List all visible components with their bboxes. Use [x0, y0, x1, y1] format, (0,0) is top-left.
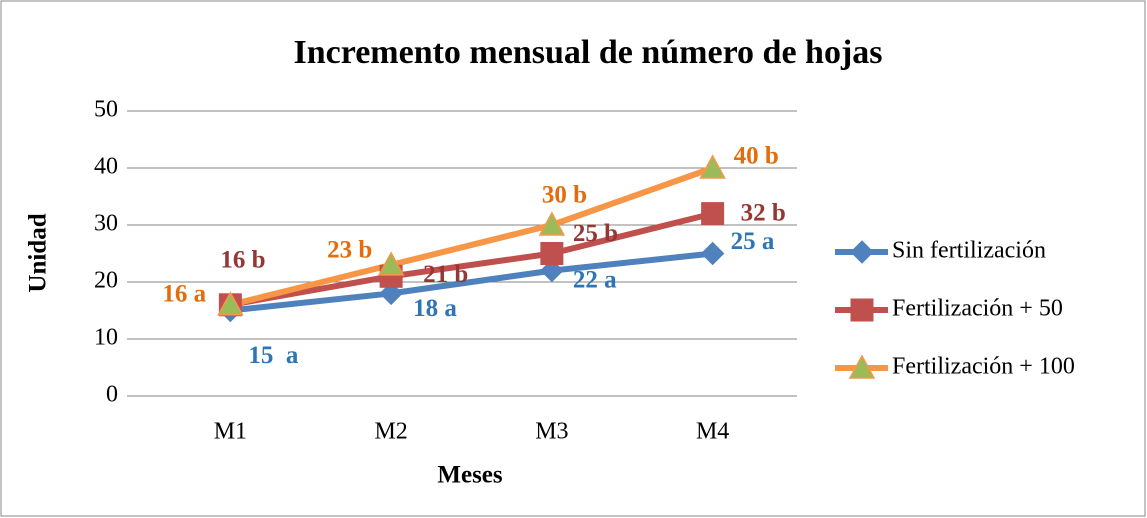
- data-label: 32 b: [741, 199, 786, 226]
- legend-label: Sin fertilización: [892, 238, 1046, 264]
- data-label: 40 b: [734, 143, 779, 170]
- legend-label: Fertilización + 100: [892, 354, 1075, 380]
- x-axis-title: Meses: [437, 462, 503, 489]
- y-tick-label: 30: [94, 211, 118, 237]
- legend-label: Fertilización + 50: [892, 296, 1063, 322]
- chart-title: Incremento mensual de número de hojas: [293, 34, 882, 71]
- data-label: 23 b: [327, 237, 372, 264]
- y-tick-label: 50: [94, 97, 118, 123]
- data-label: 18 a: [413, 295, 457, 322]
- series-line: [229, 210, 714, 308]
- data-label: 16 a: [162, 281, 206, 308]
- y-axis-title: Unidad: [25, 213, 52, 292]
- point-marker: [701, 202, 725, 226]
- x-tick-label: M2: [374, 419, 407, 445]
- y-tick-label: 40: [94, 154, 118, 180]
- x-tick-label: M1: [214, 419, 247, 445]
- x-tick-label: M4: [696, 419, 729, 445]
- data-label: 15 a: [248, 342, 299, 369]
- legend-marker: [848, 354, 876, 379]
- point-marker: [540, 258, 564, 283]
- y-tick-label: 20: [94, 268, 118, 294]
- y-tick-label: 10: [94, 325, 118, 351]
- x-tick-label: M3: [535, 419, 568, 445]
- data-label: 16 b: [220, 247, 265, 274]
- data-label: 22 a: [573, 266, 617, 293]
- data-label: 25 b: [573, 220, 618, 247]
- point-marker: [700, 241, 725, 266]
- series-line: [229, 165, 714, 308]
- data-label: 21 b: [423, 261, 468, 288]
- legend-marker: [850, 298, 874, 322]
- point-marker: [699, 154, 726, 179]
- series-line: [230, 250, 713, 314]
- point-marker: [377, 251, 405, 276]
- point-marker: [379, 281, 403, 306]
- point-marker: [540, 242, 564, 265]
- data-label: 25 a: [731, 228, 775, 255]
- data-label: 30 b: [542, 182, 587, 209]
- point-marker: [538, 211, 566, 236]
- legend-marker: [850, 240, 874, 264]
- y-tick-label: 0: [106, 382, 118, 408]
- point-marker: [217, 291, 244, 316]
